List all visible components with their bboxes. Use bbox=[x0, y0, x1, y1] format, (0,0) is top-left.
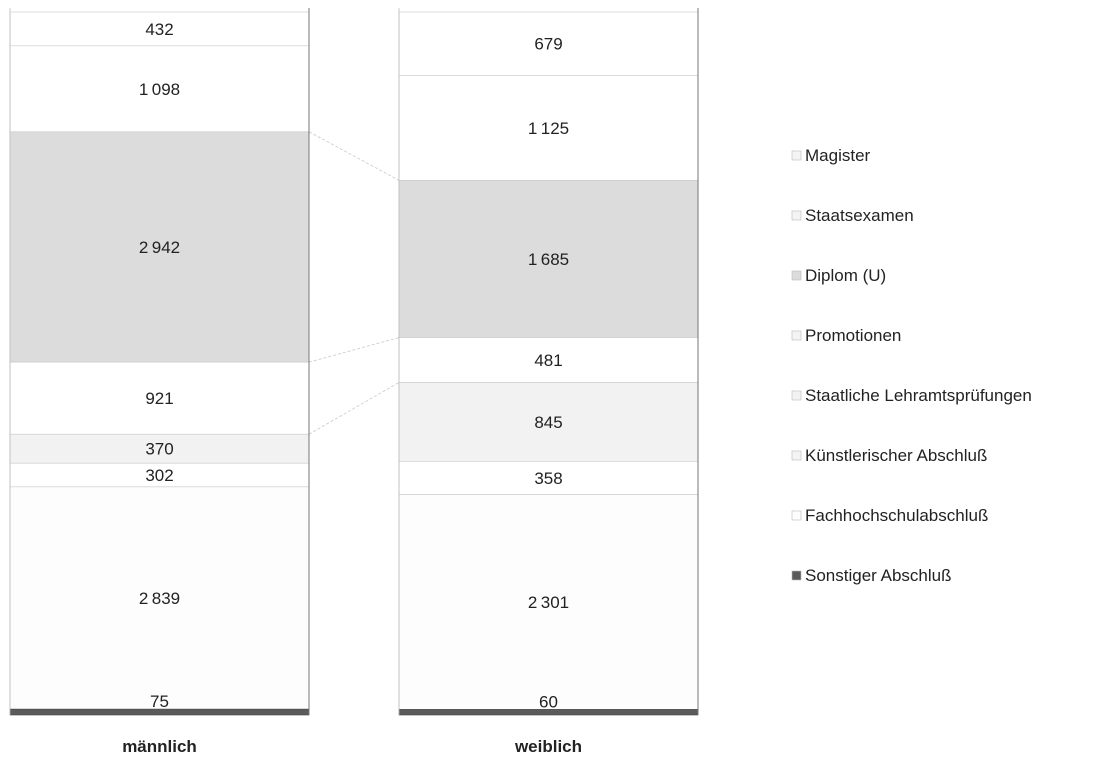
legend-entry: Promotionen bbox=[805, 326, 901, 345]
data-label: 2 942 bbox=[139, 238, 180, 257]
bars-group bbox=[9, 8, 699, 716]
data-label: 2 301 bbox=[528, 593, 569, 612]
category-label: männlich bbox=[122, 737, 197, 756]
connector-lines bbox=[308, 131, 400, 435]
connector-line bbox=[308, 131, 400, 181]
data-label: 481 bbox=[534, 351, 562, 370]
legend-entry: Künstlerischer Abschluß bbox=[805, 446, 987, 465]
legend-swatch bbox=[791, 510, 802, 521]
data-label: 358 bbox=[534, 469, 562, 488]
bar-segment-maennlich-6 bbox=[9, 486, 310, 710]
legend-swatch bbox=[791, 210, 802, 221]
data-label: 1 685 bbox=[528, 250, 569, 269]
legend-entry: Staatliche Lehramtsprüfungen bbox=[805, 386, 1032, 405]
legend-swatch bbox=[791, 570, 802, 581]
legend: Magister Staatsexamen Diplom (U) Promotione… bbox=[791, 146, 1032, 585]
category-labels: männlich weiblich bbox=[122, 737, 582, 756]
legend-entry: Fachhochschulabschluß bbox=[805, 506, 988, 525]
legend-entry: Diplom (U) bbox=[805, 266, 886, 285]
data-label: 60 bbox=[539, 692, 558, 711]
data-label: 302 bbox=[145, 466, 173, 485]
bar-segment-weiblich-6 bbox=[398, 494, 699, 710]
legend-swatch bbox=[791, 330, 802, 341]
bar-segment-weiblich-1 bbox=[398, 75, 699, 181]
segment-labels: 432 1 098 2 942 921 370 302 2 839 75 679 1 125 1 6… bbox=[139, 20, 569, 711]
bar-segment-weiblich-4 bbox=[398, 382, 699, 462]
bar-segment-maennlich-0 bbox=[9, 11, 310, 47]
bar-segment-weiblich-3 bbox=[398, 337, 699, 383]
legend-entry: Staatsexamen bbox=[805, 206, 914, 225]
legend-swatch bbox=[791, 450, 802, 461]
data-label: 75 bbox=[150, 692, 169, 711]
data-label: 921 bbox=[145, 389, 173, 408]
data-label: 370 bbox=[145, 440, 173, 459]
bar-segment-maennlich-2 bbox=[9, 131, 310, 363]
data-label: 1 098 bbox=[139, 80, 180, 99]
bar-segment-weiblich-0 bbox=[398, 11, 699, 76]
data-label: 2 839 bbox=[139, 589, 180, 608]
data-label: 432 bbox=[145, 20, 173, 39]
legend-entry: Sonstiger Abschluß bbox=[805, 566, 951, 585]
bar-segment-weiblich-5 bbox=[398, 460, 699, 495]
data-label: 845 bbox=[534, 413, 562, 432]
legend-swatch bbox=[791, 390, 802, 401]
legend-swatch bbox=[791, 150, 802, 161]
bar-segment-maennlich-4 bbox=[9, 433, 310, 464]
data-label: 679 bbox=[534, 35, 562, 54]
bar-segment-maennlich-3 bbox=[9, 361, 310, 435]
data-label: 1 125 bbox=[528, 119, 569, 138]
legend-entry: Magister bbox=[805, 146, 871, 165]
connector-line bbox=[308, 337, 400, 363]
legend-swatch bbox=[791, 270, 802, 281]
connector-line bbox=[308, 382, 400, 435]
category-label: weiblich bbox=[514, 737, 582, 756]
bar-segment-maennlich-1 bbox=[9, 45, 310, 133]
